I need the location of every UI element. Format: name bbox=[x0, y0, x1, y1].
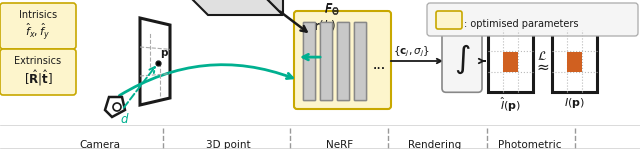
FancyBboxPatch shape bbox=[294, 11, 391, 109]
FancyBboxPatch shape bbox=[567, 52, 582, 72]
Text: : optimised parameters: : optimised parameters bbox=[464, 19, 579, 29]
Polygon shape bbox=[190, 0, 283, 15]
Text: $\int$: $\int$ bbox=[454, 42, 470, 76]
FancyBboxPatch shape bbox=[354, 22, 366, 100]
Text: 3D point
sampling: 3D point sampling bbox=[204, 140, 252, 149]
FancyBboxPatch shape bbox=[427, 3, 638, 36]
FancyBboxPatch shape bbox=[303, 22, 315, 100]
Text: NeRF
model: NeRF model bbox=[324, 140, 356, 149]
Text: $\mathcal{L}$: $\mathcal{L}$ bbox=[537, 49, 547, 62]
Text: $[\hat{\mathbf{R}}|\hat{\mathbf{t}}]$: $[\hat{\mathbf{R}}|\hat{\mathbf{t}}]$ bbox=[24, 68, 52, 88]
Text: $\approx$: $\approx$ bbox=[534, 59, 550, 73]
Text: ...: ... bbox=[372, 58, 385, 72]
FancyBboxPatch shape bbox=[337, 22, 349, 100]
Text: Camera
parameters: Camera parameters bbox=[70, 140, 131, 149]
FancyBboxPatch shape bbox=[354, 22, 366, 100]
Polygon shape bbox=[265, 0, 283, 15]
FancyBboxPatch shape bbox=[436, 11, 462, 29]
FancyBboxPatch shape bbox=[0, 49, 76, 95]
Polygon shape bbox=[140, 18, 170, 105]
Text: Rendering: Rendering bbox=[408, 140, 461, 149]
Text: Intrisics: Intrisics bbox=[19, 10, 57, 20]
Text: $F_\Theta$: $F_\Theta$ bbox=[324, 2, 340, 17]
FancyBboxPatch shape bbox=[320, 22, 332, 100]
Text: Extrinsics: Extrinsics bbox=[15, 56, 61, 66]
Text: $I(\mathbf{p})$: $I(\mathbf{p})$ bbox=[564, 96, 585, 110]
FancyBboxPatch shape bbox=[320, 22, 332, 100]
Text: $F_\Theta$: $F_\Theta$ bbox=[324, 3, 340, 18]
Text: ...: ... bbox=[372, 58, 385, 72]
Text: $\mathbf{p}$: $\mathbf{p}$ bbox=[160, 48, 169, 60]
Polygon shape bbox=[105, 97, 125, 117]
Text: $\mathbf{r}(h)$: $\mathbf{r}(h)$ bbox=[313, 18, 337, 33]
Text: $\hat{f}_x, \hat{f}_y$: $\hat{f}_x, \hat{f}_y$ bbox=[26, 21, 51, 42]
Circle shape bbox=[113, 103, 121, 111]
FancyBboxPatch shape bbox=[488, 30, 533, 92]
FancyArrowPatch shape bbox=[120, 65, 292, 96]
Text: $d$: $d$ bbox=[120, 112, 130, 126]
Text: $\hat{I}(\mathbf{p})$: $\hat{I}(\mathbf{p})$ bbox=[500, 96, 521, 114]
Text: $\{\mathbf{c}_j, \sigma_j\}$: $\{\mathbf{c}_j, \sigma_j\}$ bbox=[393, 45, 429, 59]
FancyBboxPatch shape bbox=[503, 52, 518, 72]
FancyBboxPatch shape bbox=[442, 30, 482, 92]
Text: Photometric
loss: Photometric loss bbox=[499, 140, 562, 149]
FancyBboxPatch shape bbox=[0, 3, 76, 49]
FancyBboxPatch shape bbox=[552, 30, 597, 92]
FancyBboxPatch shape bbox=[337, 22, 349, 100]
FancyBboxPatch shape bbox=[303, 22, 315, 100]
